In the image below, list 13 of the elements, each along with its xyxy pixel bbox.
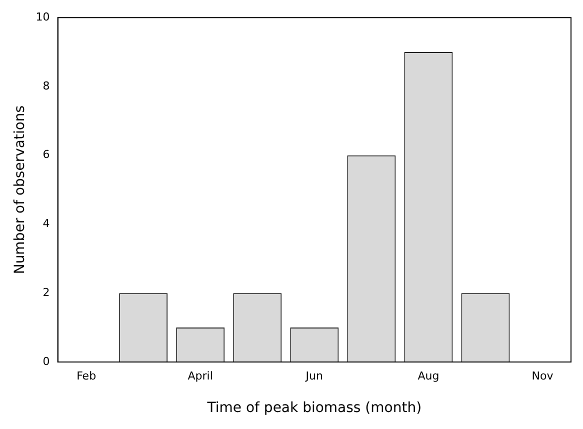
x-axis-title: Time of peak biomass (month) bbox=[206, 400, 422, 416]
y-tick-label: 10 bbox=[36, 10, 50, 24]
x-tick-label: Nov bbox=[532, 369, 554, 382]
y-axis-title: Number of observations bbox=[12, 105, 28, 274]
y-tick-label: 0 bbox=[42, 354, 50, 368]
y-tick-label: 2 bbox=[42, 286, 50, 299]
x-tick-label: Jun bbox=[304, 369, 324, 382]
y-tick-label: 8 bbox=[42, 79, 50, 92]
y-tick-label: 6 bbox=[42, 148, 50, 162]
x-tick-label: April bbox=[188, 369, 213, 382]
x-tick-label: Feb bbox=[76, 369, 96, 382]
y-tick-label: 4 bbox=[42, 217, 50, 230]
x-tick-label: Aug bbox=[418, 369, 440, 382]
